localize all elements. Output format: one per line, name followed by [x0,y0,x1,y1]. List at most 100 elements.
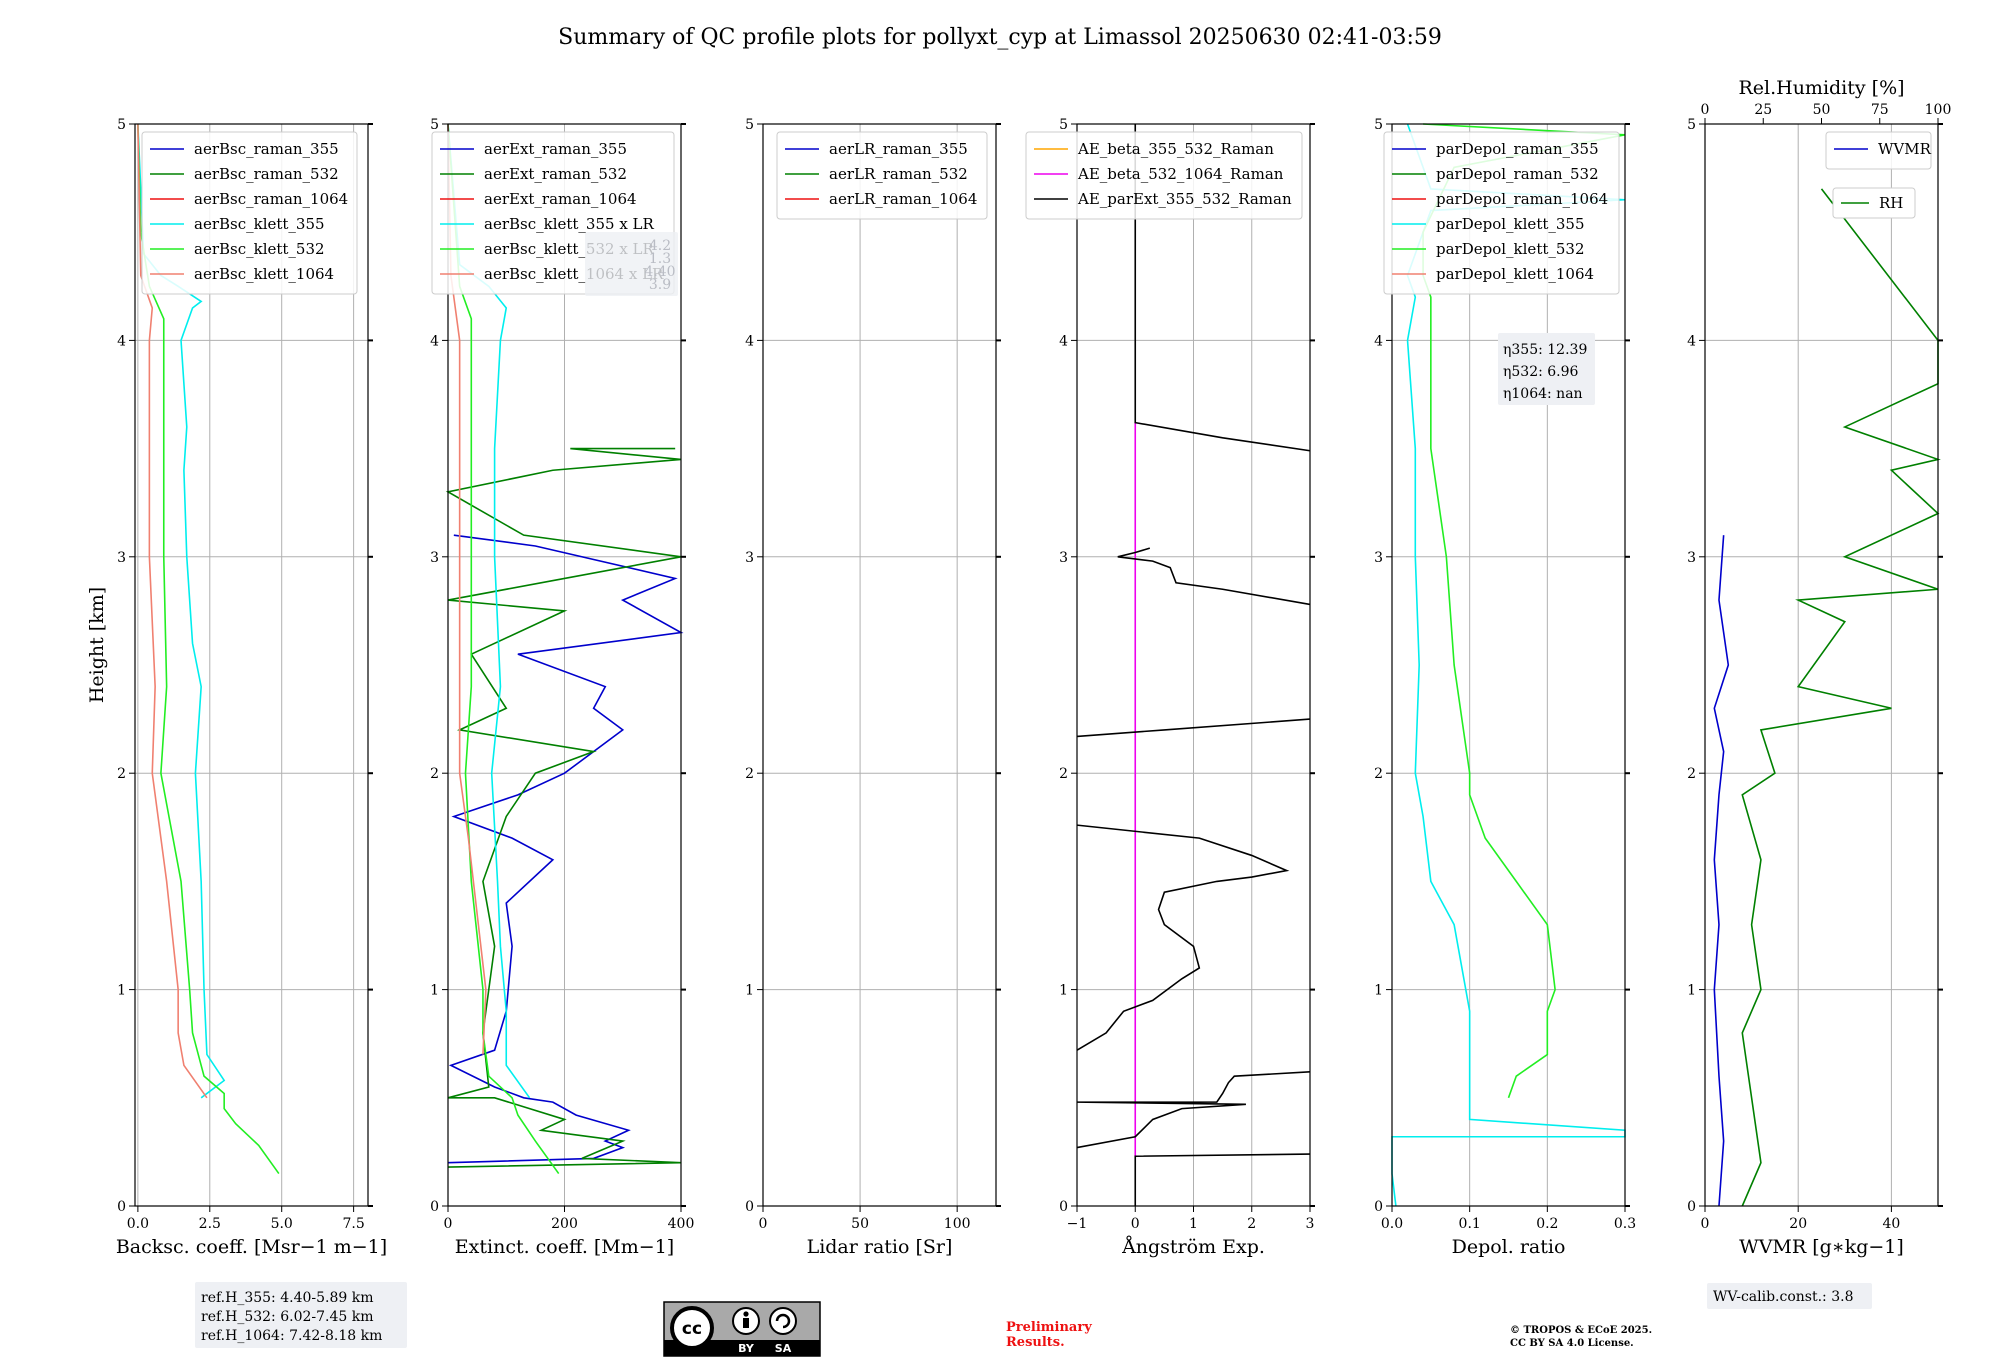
wv-calib-box: WV-calib.const.: 3.8 [1707,1283,1872,1309]
y-tick-label-4: 4 [1687,333,1696,349]
x-axis-label: Backsc. coeff. [Msr−1 m−1] [116,1236,387,1258]
legend-frame [776,131,988,220]
hidden-info-line-2: 4.40 [644,264,675,280]
legend-frame [1383,131,1620,295]
series-group [1713,188,1941,1207]
x-tick-label-0: 0 [1701,1216,1710,1232]
legend-entry-5: aerBsc_klett_1064 [194,265,334,283]
eta-info-box: η355: 12.39 η532: 6.96 η1064: nan [1498,333,1595,405]
legend-entry-5: parDepol_klett_1064 [1436,265,1594,283]
y-tick-label-0: 0 [117,1199,126,1215]
wv-calib-background [1707,1283,1872,1309]
preliminary-line-2: Results. [1006,1335,1065,1350]
x-tick-label-3: 0.3 [1614,1216,1636,1232]
axes-frame [1391,123,1626,1207]
y-tick-label-1: 1 [1687,983,1696,999]
y-tick-label-4: 4 [1374,333,1383,349]
legend-entry-2: aerExt_raman_1064 [484,190,637,208]
axes-frame [762,123,997,1207]
y-tick-label-5: 5 [745,117,754,133]
x-tick-label-3: 7.5 [342,1216,364,1232]
legend-entry-4: aerBsc_klett_532 [194,240,325,258]
legend: AE_beta_355_532_Raman AE_beta_532_1064_Ra… [1025,131,1303,220]
y-tick-label-2: 2 [1687,766,1696,782]
hidden-info-box: 4.21.34.403.9 [585,232,678,296]
axes-frame [1704,123,1939,1207]
x-tick-label-0: 0 [759,1216,768,1232]
legend: WVMR [1825,131,1932,170]
y-tick-label-5: 5 [1687,117,1696,133]
by-person-head [743,1311,749,1317]
x-tick-label-3: 2 [1247,1216,1256,1232]
series-aerBsc_klett_532 [137,123,280,1175]
legend-frame [141,131,358,295]
cc-icon-text: cc [682,1319,702,1339]
y-tick-label-4: 4 [117,333,126,349]
legend-entry-0: WVMR [1878,140,1932,158]
y-tick-label-4: 4 [430,333,439,349]
series-AE_parExt_355_532_Raman_f [1134,124,1311,452]
eta-line-2: η1064: nan [1503,386,1583,402]
cc-icon [670,1306,714,1350]
x-tick-label-0: 0 [444,1216,453,1232]
legend-entry-2: AE_parExt_355_532_Raman [1077,190,1292,208]
x-tick-label-0: 0.0 [127,1216,149,1232]
profile-panels: 0.0 2.5 5.0 7.5 0 1 2 3 4 5 Backsc. coeff. [Msr−1 … [116,77,1952,1258]
legend-entry-2: aerLR_raman_1064 [829,190,977,208]
legend-entry-0: parDepol_raman_355 [1436,140,1599,158]
sa-share-icon [769,1307,797,1335]
hidden-info-line-0: 4.2 [649,238,671,254]
panel-depolarization: 0.0 0.1 0.2 0.3 0 1 2 3 4 5 Depol. ratio parDepol_r… [1374,117,1636,1258]
x-tick-label-1: 50 [851,1216,869,1232]
eta-info-background [1498,333,1595,405]
sa-share-arrow [775,1313,791,1329]
legend-entry-0: aerBsc_raman_355 [194,140,339,158]
wv-calib-text: WV-calib.const.: 3.8 [1713,1289,1853,1305]
hidden-info-line-3: 3.9 [649,277,671,293]
preliminary-note: Preliminary Results. [1006,1320,1092,1350]
legend-entry-1: aerBsc_raman_532 [194,165,339,183]
series-aerBsc_klett_532 x LR [447,123,560,1175]
x-axis-label: WVMR [g∗kg−1] [1739,1236,1904,1258]
y-tick-label-0: 0 [430,1199,439,1215]
y-tick-label-1: 1 [1059,983,1068,999]
legend-entry-4: parDepol_klett_532 [1436,240,1585,258]
y-tick-label-4: 4 [745,333,754,349]
refh-info-background [195,1282,407,1348]
legend-entry-0: AE_beta_355_532_Raman [1077,140,1274,158]
y-tick-label-3: 3 [430,550,439,566]
y-tick-label-5: 5 [1059,117,1068,133]
y-tick-label-3: 3 [1687,550,1696,566]
legend-entry-3: aerBsc_klett_355 x LR [484,215,655,233]
refh-532: ref.H_532: 6.02-7.45 km [201,1309,374,1325]
legend: aerBsc_raman_355 aerBsc_raman_532 aerBsc_r… [141,131,358,295]
legend-entry-1: aerExt_raman_532 [484,165,627,183]
top-x-tick-label-0: 0 [1701,102,1710,118]
top-x-tick-label-1: 25 [1754,102,1772,118]
figure-title: Summary of QC profile plots for pollyxt_… [558,25,1442,50]
series-RH [1741,188,1941,1207]
x-tick-label-0: −1 [1067,1216,1088,1232]
y-tick-label-0: 0 [1687,1199,1696,1215]
hidden-info-background [585,232,678,296]
refh-info-box: ref.H_355: 4.40-5.89 km ref.H_532: 6.02-… [195,1282,407,1348]
panel-wvmr: 0 20 40 0 1 2 3 4 5 WVMR [g∗kg−1] 0 25 50 75 100 Rel.Hu… [1687,77,1951,1258]
legend-frame [1025,131,1303,220]
x-tick-label-2: 1 [1189,1216,1198,1232]
y-tick-label-0: 0 [1059,1199,1068,1215]
x-tick-label-2: 40 [1882,1216,1900,1232]
refh-355: ref.H_355: 4.40-5.89 km [201,1290,374,1306]
legend-frame [1825,131,1932,170]
y-tick-label-1: 1 [117,983,126,999]
series-WVMR [1713,535,1730,1207]
legend-entry-0: aerLR_raman_355 [829,140,968,158]
copyright-line-2: CC BY SA 4.0 License. [1510,1338,1634,1349]
y-tick-label-0: 0 [745,1199,754,1215]
y-tick-label-2: 2 [1059,766,1068,782]
y-tick-label-3: 3 [745,550,754,566]
legend-entry-3: parDepol_klett_355 [1436,215,1585,233]
hidden-info-line-1: 1.3 [649,251,671,267]
x-axis-label: Lidar ratio [Sr] [807,1236,953,1258]
y-tick-label-3: 3 [1059,550,1068,566]
